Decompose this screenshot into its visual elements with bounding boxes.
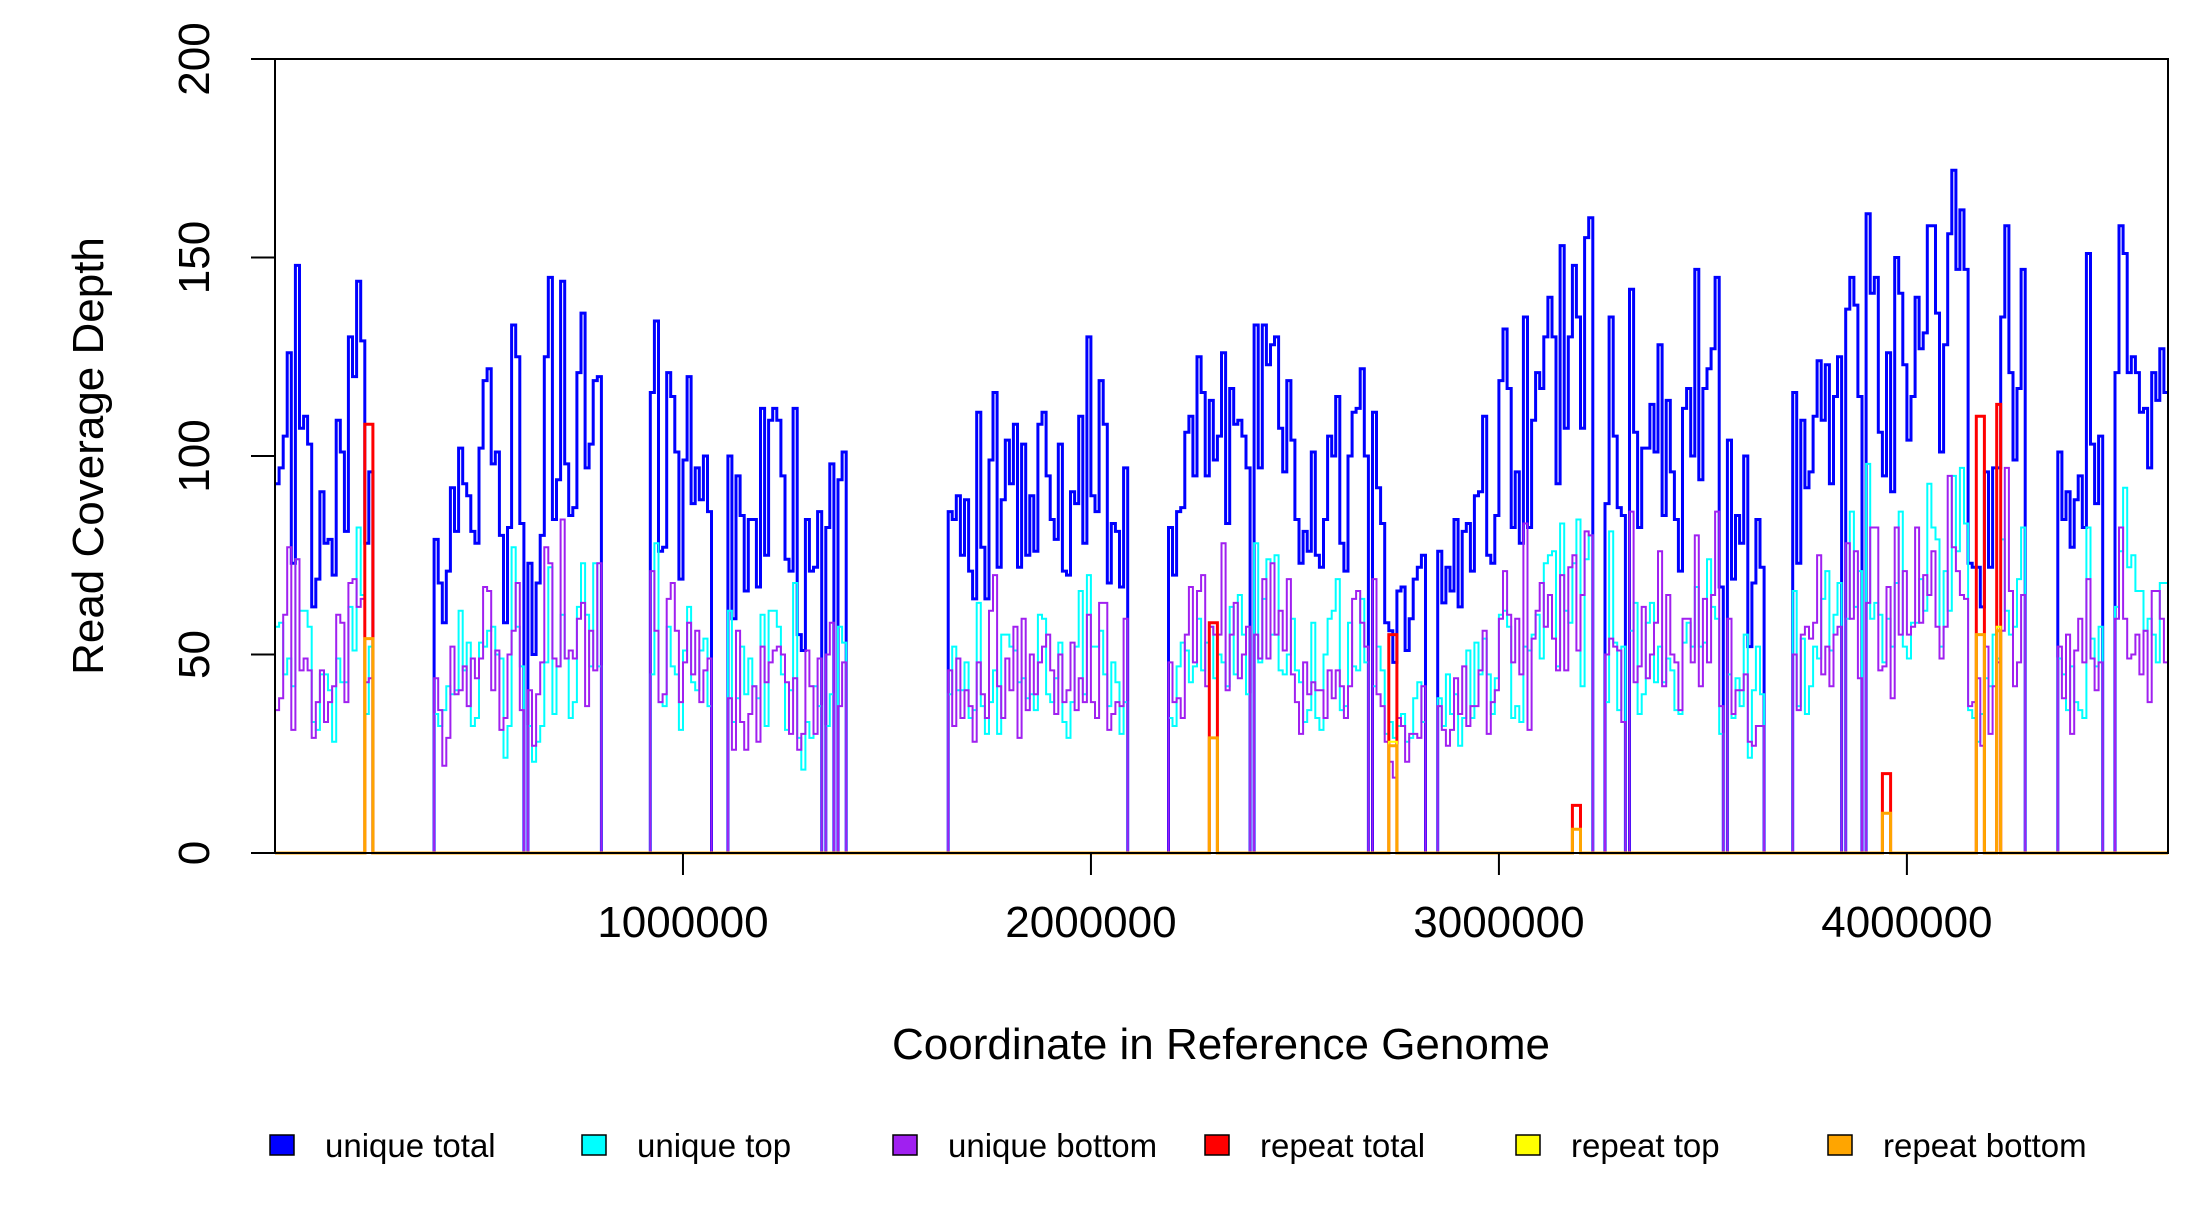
legend-swatch: [1515, 1134, 1541, 1156]
plot-marks: [275, 168, 2168, 855]
legend-label: repeat bottom: [1883, 1127, 2087, 1164]
y-axis-title: Read Coverage Depth: [64, 237, 113, 675]
legend-swatch: [892, 1134, 918, 1156]
legend-label: repeat top: [1571, 1127, 1720, 1164]
y-tick-label: 50: [170, 630, 219, 679]
series-line-unique-top: [275, 462, 2168, 854]
legend-item: unique total: [269, 1127, 496, 1164]
x-tick-label: 1000000: [597, 898, 768, 947]
x-axis: 1000000 2000000 3000000 4000000: [597, 852, 1993, 947]
legend-item: repeat total: [1204, 1127, 1425, 1164]
y-axis: 0 50 100 150 200: [170, 22, 276, 865]
x-axis-title: Coordinate in Reference Genome: [892, 1020, 1550, 1069]
legend-label: repeat total: [1260, 1127, 1425, 1164]
legend-label: unique top: [637, 1127, 791, 1164]
x-tick-label: 4000000: [1821, 898, 1992, 947]
legend-swatch: [1827, 1134, 1853, 1156]
legend-label: unique bottom: [948, 1127, 1157, 1164]
series-line-unique-bottom: [275, 466, 2168, 854]
legend-swatch: [581, 1134, 607, 1156]
y-tick-label: 0: [170, 841, 219, 865]
y-tick-label: 200: [170, 22, 219, 95]
legend-swatch: [269, 1134, 295, 1156]
legend-item: repeat bottom: [1827, 1127, 2087, 1164]
x-tick-label: 3000000: [1413, 898, 1584, 947]
series-line-unique-total: [275, 168, 2168, 855]
y-tick-label: 100: [170, 419, 219, 492]
legend: unique total unique top unique bottom repea…: [269, 1127, 2087, 1164]
legend-item: unique bottom: [892, 1127, 1157, 1164]
x-tick-label: 2000000: [1005, 898, 1176, 947]
legend-swatch: [1204, 1134, 1230, 1156]
legend-item: unique top: [581, 1127, 791, 1164]
plot-frame: [274, 58, 2169, 854]
series-line-repeat-bottom: [275, 629, 2168, 855]
y-tick-label: 150: [170, 221, 219, 294]
legend-item: repeat top: [1515, 1127, 1720, 1164]
legend-label: unique total: [325, 1127, 496, 1164]
